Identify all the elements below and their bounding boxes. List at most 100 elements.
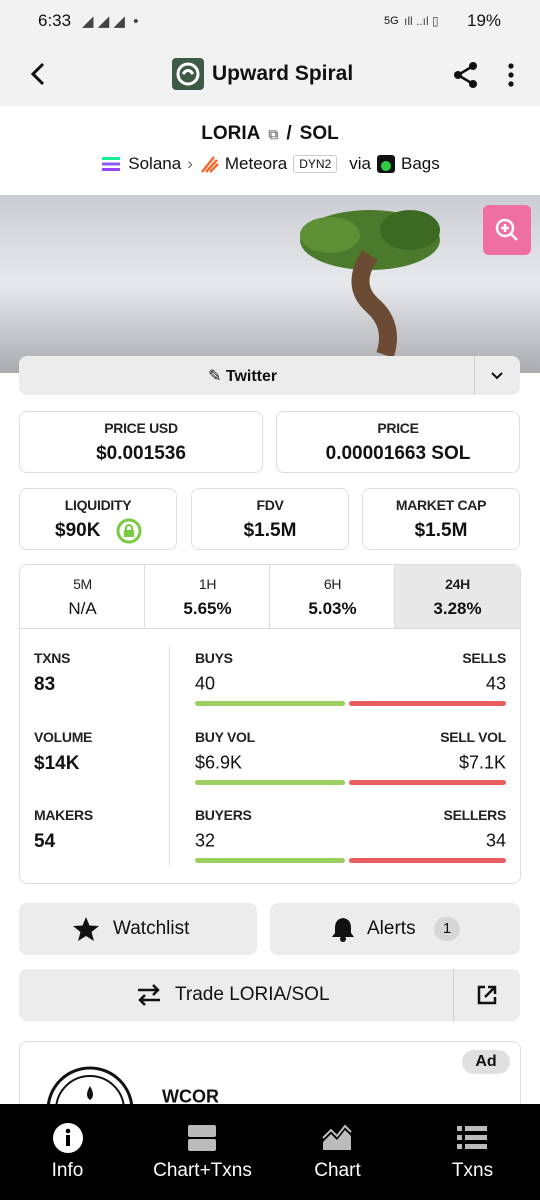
market-card <box>19 488 177 550</box>
header-title: Upward Spiral <box>212 62 354 85</box>
dex: Meteora <box>224 154 288 173</box>
external-link-icon[interactable] <box>476 984 498 1006</box>
divider <box>453 969 454 1021</box>
twitter-button[interactable] <box>19 356 520 395</box>
buy-bar <box>195 779 345 785</box>
split-label: SELL VOL <box>440 728 506 745</box>
pool-tag: DYN2 <box>293 155 338 173</box>
trade-button[interactable] <box>19 969 520 1021</box>
dropdown-icon[interactable] <box>490 369 504 383</box>
timeframe-label[interactable]: 1H <box>198 576 217 592</box>
market-card <box>191 488 349 550</box>
chain: Solana <box>128 154 182 173</box>
nav-label[interactable]: Info <box>51 1160 84 1181</box>
metric-label: VOLUME <box>34 728 93 745</box>
split-value: 32 <box>195 830 216 851</box>
watchlist-button[interactable] <box>19 903 257 955</box>
timeframe-value[interactable]: 5.03% <box>308 599 357 618</box>
copy-icon[interactable]: ⧉ <box>268 125 279 142</box>
split-value: $6.9K <box>195 752 243 772</box>
signal-icons: ıll ..ıl ▯ <box>404 14 439 28</box>
timeframe-label[interactable]: 24H <box>445 576 470 592</box>
quote-token: SOL <box>299 123 339 144</box>
nav-label[interactable]: Chart+Txns <box>153 1160 252 1181</box>
banner-image <box>0 195 540 373</box>
clock: 6:33 <box>38 11 72 30</box>
network: 5G <box>384 15 399 27</box>
metric-value: $14K <box>34 752 80 774</box>
card-label: MARKET CAP <box>395 497 487 513</box>
info-icon <box>53 1123 83 1153</box>
bottom-nav <box>0 1104 540 1200</box>
metric-value: 83 <box>34 674 56 695</box>
ad-badge: Ad <box>462 1050 510 1074</box>
bags-icon <box>376 155 395 173</box>
divider <box>474 356 475 395</box>
split-label: SELLS <box>462 650 506 666</box>
battery: 19% <box>467 11 502 30</box>
card-label: FDV <box>256 497 284 513</box>
zoom-icon <box>495 218 518 241</box>
timeframe-label[interactable]: 5M <box>73 576 92 592</box>
notification-icons: ◢ ◢ ◢ • <box>82 13 139 30</box>
bell-icon <box>332 918 354 942</box>
lock-icon <box>116 518 142 544</box>
launchpad: Bags <box>400 154 440 173</box>
split-value: 34 <box>485 830 506 851</box>
meteora-icon <box>200 156 219 173</box>
via: via <box>349 154 371 173</box>
split-label: BUYS <box>195 650 233 666</box>
solana-icon <box>102 157 121 171</box>
separator: / <box>286 123 292 144</box>
pair-route: Solana › Meteora DYN2 via Bags <box>0 151 540 177</box>
alerts-count: 1 <box>434 917 460 941</box>
split-label: BUYERS <box>195 807 252 823</box>
menu-button[interactable] <box>505 62 517 88</box>
split-value: 43 <box>485 673 506 694</box>
card-label: LIQUIDITY <box>64 497 132 513</box>
nav-label[interactable]: Chart <box>314 1160 361 1181</box>
card-value: $1.5M <box>243 520 297 541</box>
sell-bar <box>349 701 506 706</box>
watchlist-label: Watchlist <box>113 918 190 939</box>
divider <box>394 565 395 628</box>
split-value: $7.1K <box>458 752 506 772</box>
card-value: $90K <box>55 520 101 541</box>
timeframe-value[interactable]: 3.28% <box>433 599 482 618</box>
back-button[interactable] <box>26 62 50 86</box>
metric-label: TXNS <box>34 650 71 666</box>
card-value: $0.001536 <box>96 443 186 464</box>
split-label: BUY VOL <box>195 728 255 745</box>
selected-tab <box>395 565 520 628</box>
timeframe-value[interactable]: N/A <box>68 599 97 618</box>
card-value: $1.5M <box>414 520 468 541</box>
divider <box>144 565 145 628</box>
alerts-label: Alerts <box>367 918 416 939</box>
swap-icon <box>138 984 160 1006</box>
alerts-button[interactable] <box>270 903 520 955</box>
timeframe-label[interactable]: 6H <box>323 576 342 592</box>
trade-label: Trade LORIA/SOL <box>175 984 330 1005</box>
share-button[interactable] <box>452 61 480 89</box>
divider <box>20 628 520 629</box>
pair-title: LORIA ⧉ / SOL <box>0 120 540 148</box>
star-icon <box>73 917 99 941</box>
divider <box>269 565 270 628</box>
nav-label[interactable]: Txns <box>451 1160 494 1181</box>
split-label: SELLERS <box>443 807 507 823</box>
chevron: › <box>187 154 193 173</box>
twitter-label: ✎ Twitter <box>208 368 278 385</box>
twitter-text: Twitter <box>225 368 278 385</box>
sell-bar <box>349 858 506 863</box>
zoom-button[interactable] <box>483 205 531 255</box>
ad-logo <box>46 1066 134 1106</box>
market-card <box>362 488 520 550</box>
buy-bar <box>195 701 345 706</box>
timeframe-value[interactable]: 5.65% <box>183 599 232 618</box>
sell-bar <box>349 779 506 785</box>
txns-icon <box>457 1126 487 1149</box>
chart-txns-icon <box>188 1125 216 1151</box>
top-bar <box>0 0 540 106</box>
